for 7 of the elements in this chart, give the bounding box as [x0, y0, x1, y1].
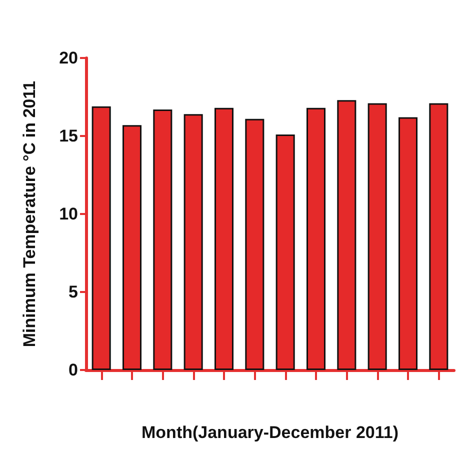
y-axis-title: Minimum Temperature °C in 2011: [20, 80, 39, 348]
y-tick-label: 0: [68, 360, 78, 380]
y-tick-label: 10: [59, 204, 78, 224]
y-tick-label: 5: [68, 282, 78, 302]
x-axis-title: Month(January-December 2011): [142, 423, 398, 442]
y-tick-label: 15: [59, 126, 78, 146]
y-tick-label: 20: [59, 48, 78, 68]
